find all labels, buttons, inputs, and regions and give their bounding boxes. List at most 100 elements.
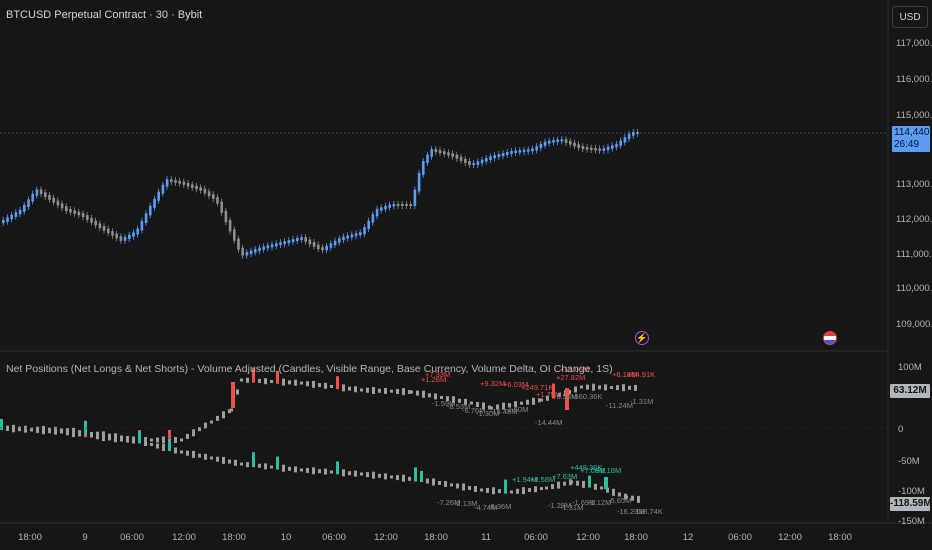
candle — [123, 236, 127, 241]
candle — [111, 231, 114, 236]
candle — [455, 154, 459, 159]
net-position-bar — [508, 403, 511, 408]
candle — [283, 241, 286, 245]
candle — [31, 193, 34, 202]
net-position-bar — [138, 431, 141, 444]
candle — [195, 185, 198, 190]
net-position-bar — [528, 487, 531, 492]
candle — [338, 238, 341, 243]
symbol-title[interactable]: BTCUSD Perpetual Contract · 30 · Bybit — [6, 9, 203, 21]
net-position-bar — [576, 480, 579, 486]
candle — [585, 147, 589, 150]
net-position-bar — [198, 453, 201, 458]
net-position-bar — [270, 465, 273, 469]
candle — [224, 210, 228, 223]
net-position-bar — [402, 474, 405, 482]
net-position-bar — [520, 401, 523, 405]
annotation-label: -1.28M — [548, 501, 571, 510]
net-position-bar — [324, 382, 327, 389]
net-position-bar — [348, 386, 351, 391]
net-position-bar — [156, 437, 159, 443]
annotation-label: +1.94M — [512, 475, 537, 484]
net-position-bar — [568, 390, 571, 394]
net-position-bar — [276, 370, 279, 384]
candle — [186, 182, 190, 187]
net-position-bar — [468, 486, 471, 490]
candle — [119, 236, 123, 241]
candle — [14, 212, 18, 217]
annotation-label: -2.13M — [454, 499, 477, 508]
net-position-bar — [236, 389, 239, 395]
candle — [493, 155, 496, 159]
candle — [413, 189, 417, 206]
net-position-bar — [408, 389, 411, 394]
candle — [375, 208, 379, 217]
net-position-bar — [78, 432, 81, 437]
candle — [77, 211, 81, 216]
net-position-bar — [498, 489, 501, 494]
candle — [573, 142, 576, 147]
net-position-bar — [606, 487, 609, 493]
net-position-bar — [610, 386, 613, 389]
net-position-bar — [538, 398, 541, 403]
net-position-bar — [48, 427, 51, 432]
candle — [623, 137, 627, 143]
net-position-bar — [336, 461, 339, 475]
candle — [35, 189, 39, 196]
net-position-bar — [348, 471, 351, 476]
net-position-bar — [288, 466, 291, 471]
candle — [417, 172, 421, 192]
net-position-bar — [342, 469, 345, 477]
net-position-bar — [60, 430, 63, 434]
net-position-bar — [230, 408, 233, 412]
indicator-tick: -100M — [898, 486, 925, 497]
net-position-bar — [390, 475, 393, 479]
candle — [577, 144, 580, 148]
bar-countdown: 26:49 — [894, 139, 920, 150]
net-position-bar — [604, 477, 608, 489]
currency-button[interactable]: USD — [892, 6, 928, 28]
time-label: 18:00 — [624, 532, 648, 543]
candle — [539, 143, 543, 149]
net-position-bar — [126, 436, 129, 441]
candle — [203, 188, 207, 194]
indicator-pane — [0, 367, 888, 503]
indicator-title[interactable]: Net Positions (Net Longs & Net Shorts) -… — [6, 363, 613, 375]
candle — [392, 204, 396, 207]
candle — [514, 150, 517, 153]
net-position-bar — [132, 436, 135, 444]
time-label: 18:00 — [424, 532, 448, 543]
net-position-bar — [234, 459, 237, 466]
net-position-bar — [258, 378, 261, 383]
net-position-bar — [470, 401, 473, 405]
longs-value-label: 63.12M — [890, 384, 930, 398]
net-position-bar — [426, 478, 429, 484]
net-position-bar — [240, 378, 243, 382]
candle — [619, 140, 622, 146]
net-position-bar — [563, 481, 566, 486]
net-position-bar — [114, 433, 117, 440]
net-position-bar — [264, 378, 267, 385]
net-position-bar — [150, 438, 153, 442]
net-position-bar — [522, 487, 525, 495]
candle — [531, 148, 534, 152]
net-position-bar — [324, 468, 327, 475]
net-position-bar — [446, 396, 449, 402]
annotation-label: -1.12M — [588, 498, 611, 507]
net-position-bar — [192, 429, 195, 437]
net-position-bar — [30, 427, 33, 431]
net-position-bar — [637, 495, 640, 503]
net-position-bar — [438, 481, 441, 485]
candle — [107, 228, 110, 234]
net-position-bar — [264, 463, 267, 470]
candle — [212, 194, 215, 199]
candle — [543, 141, 547, 146]
net-position-bar — [156, 443, 159, 449]
net-position-bar — [204, 422, 207, 429]
us-flag-icon[interactable] — [823, 331, 837, 345]
candle — [48, 195, 51, 200]
lightning-bolt-icon[interactable]: ⚡ — [635, 331, 649, 345]
candle — [510, 150, 513, 154]
candle — [489, 156, 492, 160]
